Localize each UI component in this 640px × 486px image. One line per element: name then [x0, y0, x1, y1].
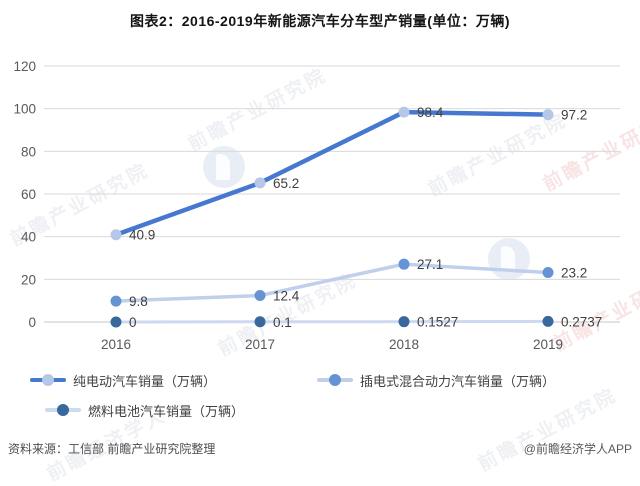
- data-point-marker: [110, 316, 122, 328]
- credit-text: @前瞻经济学人APP: [523, 442, 632, 456]
- data-point-label: 40.9: [129, 228, 155, 243]
- data-point-marker: [542, 267, 554, 279]
- series-line: [113, 109, 551, 237]
- legend-swatch-pure-ev: [30, 374, 66, 386]
- data-point-marker: [542, 109, 554, 121]
- data-point-label: 9.8: [129, 294, 148, 309]
- x-axis-tick-label: 2018: [389, 337, 419, 352]
- data-point-label: 97.2: [561, 108, 587, 123]
- legend-label-fuel-cell: 燃料电池汽车销量（万辆）: [88, 403, 245, 419]
- data-source-text: 资料来源：工信部 前瞻产业研究院整理: [8, 442, 216, 456]
- x-axis-tick-label: 2017: [245, 337, 275, 352]
- legend-swatch-fuel-cell: [45, 404, 81, 416]
- data-point-marker: [398, 316, 410, 328]
- data-point-label: 23.2: [561, 266, 587, 281]
- legend-label-plugin-hybrid: 插电式混合动力汽车销量（万辆）: [360, 373, 556, 389]
- data-point-marker: [254, 290, 266, 302]
- legend-item-plugin-hybrid: 插电式混合动力汽车销量（万辆）: [317, 372, 556, 389]
- data-point-marker: [254, 177, 266, 189]
- data-point-label: 65.2: [273, 176, 299, 191]
- y-axis-tick-label: 120: [13, 59, 36, 74]
- data-point-label: 0.1: [273, 315, 292, 330]
- legend-label-pure-ev: 纯电动汽车销量（万辆）: [73, 373, 217, 389]
- data-point-label: 98.4: [417, 105, 444, 120]
- data-point-label: 12.4: [273, 289, 300, 304]
- y-axis-tick-label: 40: [21, 230, 36, 245]
- data-point-marker: [398, 106, 410, 118]
- y-axis-tick-label: 20: [21, 272, 36, 287]
- series-line: [114, 262, 550, 303]
- y-axis-tick-label: 80: [21, 144, 36, 159]
- data-point-marker: [110, 295, 122, 307]
- chart-title: 图表2：2016-2019年新能源汽车分车型产销量(单位：万辆): [129, 13, 511, 29]
- legend-swatch-plugin-hybrid: [317, 374, 353, 386]
- series-line: [114, 319, 550, 324]
- legend-item-pure-ev: 纯电动汽车销量（万辆）: [30, 372, 217, 389]
- data-point-marker: [254, 316, 266, 328]
- data-point-marker: [542, 315, 554, 327]
- y-axis-tick-label: 0: [28, 315, 36, 330]
- y-axis-tick-label: 60: [21, 187, 36, 202]
- line-chart: 0 20 40 60 80 100 120 2016 2017 2018 2019 0 0.1 0.152…: [13, 59, 620, 352]
- y-axis-tick-label: 100: [13, 102, 36, 117]
- data-point-label: 0.1527: [417, 315, 458, 330]
- x-axis-tick-label: 2019: [533, 337, 563, 352]
- watermark-text: 前瞻产业研究院: [475, 384, 621, 476]
- data-point-label: 27.1: [417, 257, 443, 272]
- data-point-label: 0.2737: [561, 314, 602, 329]
- legend-item-fuel-cell: 燃料电池汽车销量（万辆）: [45, 402, 245, 419]
- x-axis-tick-label: 2016: [101, 337, 131, 352]
- data-point-label: 0: [129, 315, 137, 330]
- data-point-marker: [398, 258, 410, 270]
- data-point-marker: [110, 229, 122, 241]
